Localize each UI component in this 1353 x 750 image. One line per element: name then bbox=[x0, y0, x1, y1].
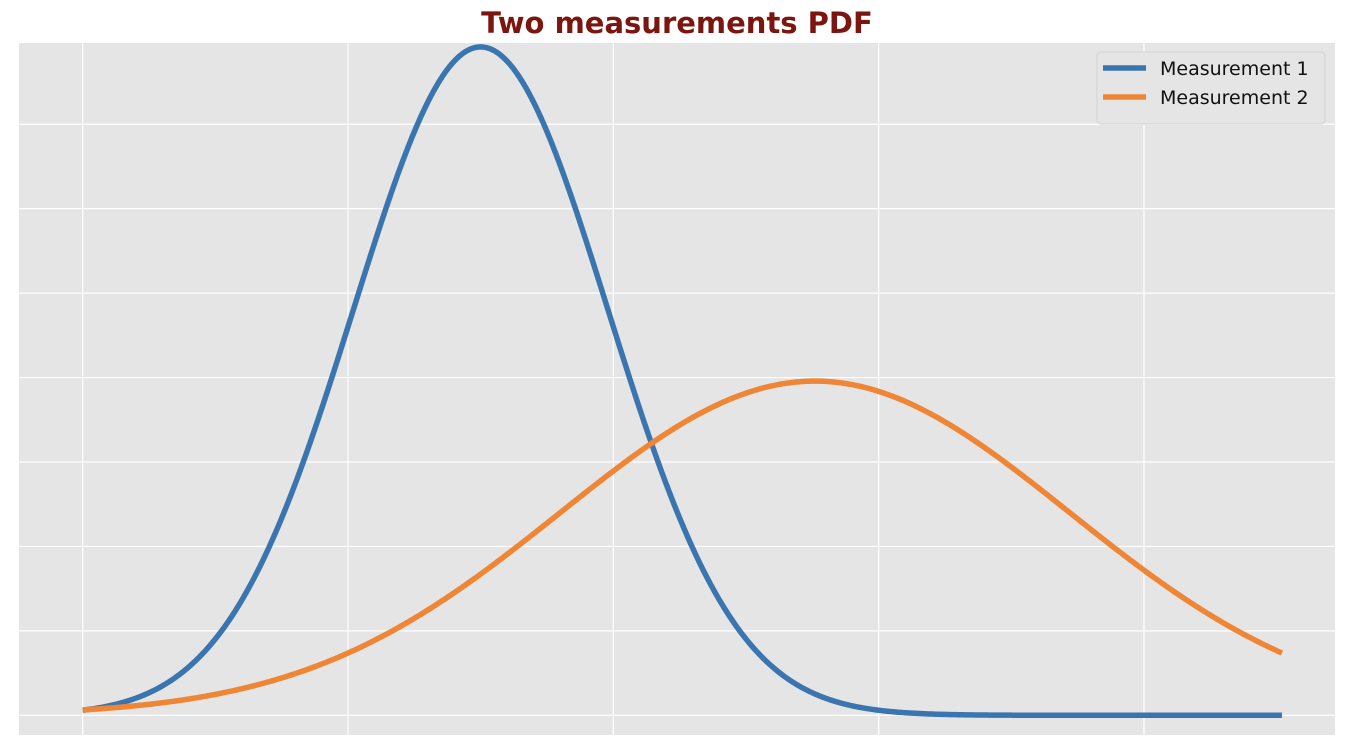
chart-title: Two measurements PDF bbox=[481, 6, 873, 40]
legend-label-1: Measurement 1 bbox=[1160, 58, 1309, 80]
legend-label-2: Measurement 2 bbox=[1160, 87, 1309, 109]
plot-background bbox=[19, 43, 1335, 735]
series-line-1 bbox=[82, 44, 1283, 719]
grid bbox=[19, 43, 1335, 735]
series-line-2 bbox=[82, 378, 1284, 713]
series-lines bbox=[82, 44, 1284, 719]
legend-box bbox=[1096, 51, 1326, 125]
legend: Measurement 1 Measurement 2 bbox=[1096, 51, 1326, 125]
